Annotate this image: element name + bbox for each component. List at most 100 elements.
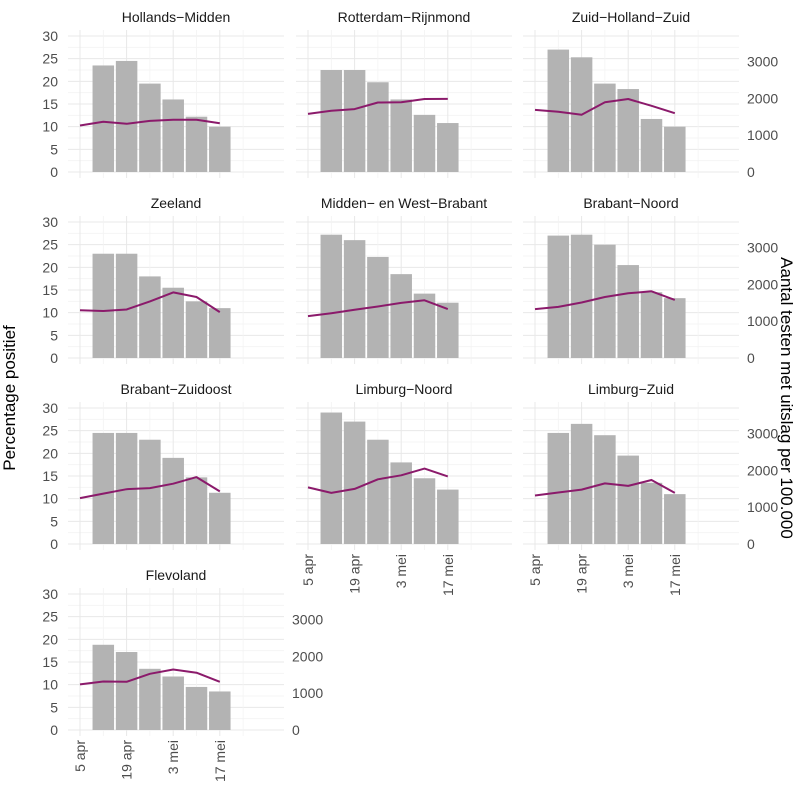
bar [617, 265, 639, 358]
x-tick-label: 5 apr [72, 740, 88, 772]
bar [641, 292, 663, 358]
y-tick-label-right: 3000 [292, 612, 323, 628]
y-tick-label-right: 3000 [747, 54, 778, 70]
y-tick-label-left: 10 [42, 305, 58, 321]
y-tick-label-left: 0 [50, 164, 58, 180]
bar [162, 99, 184, 172]
panel-title: Midden− en West−Brabant [321, 195, 487, 211]
y-tick-label-left: 10 [42, 119, 58, 135]
y-tick-label-left: 5 [50, 513, 58, 529]
y-tick-label-left: 10 [42, 491, 58, 507]
y-tick-label-left: 25 [42, 609, 58, 625]
bar [162, 288, 184, 358]
x-tick-label: 3 mei [393, 554, 409, 588]
y-tick-label-left: 25 [42, 237, 58, 253]
y-axis-title-right: Aantal testen met uitslag per 100.000 [776, 257, 796, 539]
bar [186, 687, 208, 730]
bar [93, 254, 115, 358]
bar [641, 119, 663, 172]
bar [116, 61, 138, 172]
bar [344, 240, 366, 358]
x-tick-label: 19 apr [119, 740, 135, 780]
bar [139, 669, 161, 730]
bar [139, 84, 161, 172]
x-tick-label: 17 mei [212, 740, 228, 782]
y-axis-title-left: Percentage positief [0, 325, 20, 471]
y-tick-label-left: 0 [50, 350, 58, 366]
bar [321, 235, 343, 358]
y-tick-label-right: 2000 [747, 90, 778, 106]
bar [93, 65, 115, 172]
y-tick-label-left: 5 [50, 141, 58, 157]
bar [641, 483, 663, 544]
y-tick-label-left: 0 [50, 536, 58, 552]
y-tick-label-right: 0 [747, 350, 755, 366]
bar [664, 127, 686, 172]
y-tick-label-left: 30 [42, 28, 58, 44]
bar [344, 422, 366, 544]
y-tick-label-right: 2000 [747, 276, 778, 292]
bar [162, 677, 184, 730]
y-tick-label-left: 25 [42, 423, 58, 439]
y-tick-label-right: 3000 [747, 240, 778, 256]
bar [594, 84, 616, 172]
bar [571, 235, 593, 358]
bar [186, 117, 208, 172]
bar [664, 494, 686, 544]
y-tick-label-left: 15 [42, 96, 58, 112]
x-tick-label: 19 apr [347, 554, 363, 594]
bar [209, 127, 231, 172]
panel-title: Flevoland [146, 567, 207, 583]
panel-title: Brabant−Zuidoost [121, 381, 232, 397]
y-tick-label-left: 15 [42, 282, 58, 298]
y-tick-label-right: 0 [747, 164, 755, 180]
panel-title: Limburg−Noord [356, 381, 453, 397]
bar [414, 478, 436, 544]
bar [390, 99, 412, 172]
panel-title: Limburg−Zuid [588, 381, 674, 397]
y-tick-label-left: 15 [42, 468, 58, 484]
y-tick-label-right: 1000 [292, 685, 323, 701]
y-tick-label-right: 0 [292, 722, 300, 738]
y-tick-label-left: 20 [42, 259, 58, 275]
y-tick-label-left: 20 [42, 631, 58, 647]
y-tick-label-right: 2000 [292, 648, 323, 664]
bar [139, 440, 161, 544]
y-tick-label-left: 20 [42, 73, 58, 89]
panel-title: Hollands−Midden [122, 9, 231, 25]
y-tick-label-left: 5 [50, 699, 58, 715]
y-tick-label-right: 1000 [747, 313, 778, 329]
bar [321, 413, 343, 544]
y-tick-label-right: 3000 [747, 426, 778, 442]
bar [116, 652, 138, 730]
bar [437, 490, 459, 544]
bar [437, 303, 459, 358]
x-tick-label: 17 mei [440, 554, 456, 596]
y-tick-label-left: 0 [50, 722, 58, 738]
bar [93, 433, 115, 544]
y-tick-label-right: 1000 [747, 499, 778, 515]
x-tick-label: 3 mei [165, 740, 181, 774]
y-tick-label-left: 30 [42, 214, 58, 230]
bar [186, 477, 208, 544]
bar [209, 691, 231, 730]
x-tick-label: 5 apr [300, 554, 316, 586]
y-tick-label-left: 25 [42, 51, 58, 67]
panel-title: Zeeland [151, 195, 202, 211]
bar [139, 276, 161, 358]
bar [617, 456, 639, 544]
bar [548, 236, 570, 358]
y-tick-label-right: 0 [747, 536, 755, 552]
bar [162, 458, 184, 544]
x-tick-label: 19 apr [574, 554, 590, 594]
bar [209, 493, 231, 544]
bar [93, 645, 115, 730]
bar [594, 245, 616, 358]
bar [367, 440, 389, 544]
bar [548, 433, 570, 544]
panel-title: Brabant−Noord [583, 195, 678, 211]
y-tick-label-right: 1000 [747, 127, 778, 143]
panel-title: Zuid−Holland−Zuid [572, 9, 690, 25]
